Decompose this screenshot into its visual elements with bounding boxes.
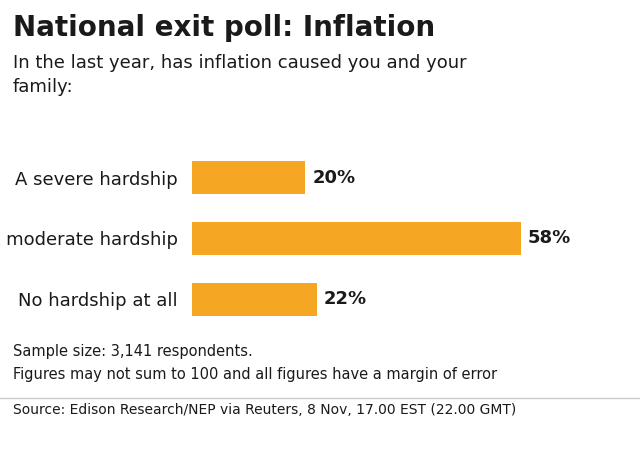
Text: 20%: 20% [312,169,355,187]
Text: 22%: 22% [323,290,367,308]
Text: National exit poll: Inflation: National exit poll: Inflation [13,14,435,41]
Bar [192,283,317,316]
Text: BBC: BBC [572,419,606,434]
Text: Sample size: 3,141 respondents.: Sample size: 3,141 respondents. [13,344,253,359]
Bar [192,161,305,194]
Bar [192,222,521,255]
Text: Figures may not sum to 100 and all figures have a margin of error: Figures may not sum to 100 and all figur… [13,367,497,382]
Text: 58%: 58% [527,230,571,248]
Text: In the last year, has inflation caused you and your
family:: In the last year, has inflation caused y… [13,54,467,95]
Text: Source: Edison Research/NEP via Reuters, 8 Nov, 17.00 EST (22.00 GMT): Source: Edison Research/NEP via Reuters,… [13,403,516,417]
